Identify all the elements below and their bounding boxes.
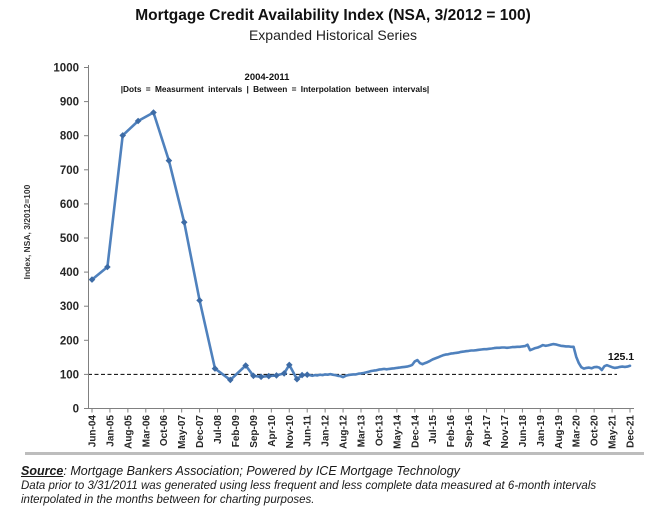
x-tick-label: Dec-07 (195, 415, 206, 448)
x-tick-label: Oct-06 (159, 415, 170, 447)
x-tick-label: Jan-12 (321, 415, 332, 447)
x-tick-label: Mar-06 (141, 415, 152, 448)
measurement-dot (88, 276, 96, 283)
y-tick-label: 800 (60, 131, 79, 143)
measurement-dot (104, 263, 111, 271)
measurement-dot (242, 362, 249, 369)
x-tick-label: Nov-17 (500, 415, 511, 449)
x-tick-label: Feb-09 (231, 415, 242, 448)
measurement-dot (273, 372, 280, 379)
footnote: Data prior to 3/31/2011 was generated us… (21, 480, 653, 507)
x-tick-label: Jul-15 (428, 415, 439, 444)
y-tick-label: 600 (60, 199, 79, 211)
x-tick-label: May-21 (608, 415, 619, 449)
y-tick-label: 200 (60, 335, 79, 347)
y-tick-label: 300 (60, 301, 79, 313)
annotation-note: |Dots = Measurment intervals | Between =… (121, 84, 430, 94)
x-tick-label: Jul-08 (213, 415, 224, 444)
x-tick-label: Jun-04 (88, 415, 99, 448)
measurement-dot (119, 132, 126, 139)
x-tick-label: May-14 (392, 415, 403, 449)
chart-title: Mortgage Credit Availability Index (NSA,… (135, 7, 531, 24)
x-tick-label: Nov-10 (285, 415, 296, 449)
x-tick-label: Mar-13 (357, 415, 368, 448)
measurement-dot (180, 219, 188, 226)
footnote-line-2: interpolated in the months between for c… (21, 493, 315, 506)
mcai-series-line (90, 111, 632, 382)
measurement-dot (280, 370, 288, 377)
y-tick-label: 0 (73, 404, 79, 416)
measurement-dot (211, 365, 219, 372)
x-tick-label: Aug-19 (554, 415, 565, 449)
chart-subtitle: Expanded Historical Series (248, 27, 418, 43)
x-tick-label: Oct-13 (374, 415, 385, 447)
x-tick-label: Mar-20 (572, 415, 583, 448)
x-tick-label: Jan-19 (536, 415, 547, 447)
x-tick-label: Sep-09 (249, 415, 260, 448)
measurement-dot (265, 372, 273, 380)
source-block: Source: Mortgage Bankers Association; Po… (21, 463, 653, 507)
y-tick-label: 400 (60, 267, 79, 279)
x-tick-label: Oct-20 (590, 415, 601, 447)
source-text: : Mortgage Bankers Association; Powered … (63, 464, 460, 478)
x-tick-label: Aug-05 (123, 415, 134, 449)
y-tick-label: 700 (60, 165, 79, 177)
x-tick-label: Aug-12 (339, 415, 350, 449)
chart-bottom-border (25, 452, 644, 455)
measurement-dot (298, 371, 306, 379)
last-value-label: 125.1 (608, 351, 634, 363)
y-tick-label: 100 (60, 369, 79, 381)
x-tick-label: Dec-21 (626, 415, 637, 448)
measurement-dot (250, 372, 257, 380)
x-tick-label: Jan-05 (105, 415, 116, 447)
source-label: Source (21, 464, 64, 478)
x-tick-label: May-07 (177, 415, 188, 449)
measurement-dot (227, 376, 234, 384)
measurement-dot (134, 117, 142, 125)
measurement-dot (286, 361, 293, 369)
measurement-dot (303, 371, 311, 378)
measurement-dot (150, 109, 157, 116)
x-tick-label: Apr-10 (267, 415, 278, 447)
x-tick-label: Dec-14 (410, 415, 421, 448)
y-tick-label: 500 (60, 233, 79, 245)
footnote-line-1: Data prior to 3/31/2011 was generated us… (21, 480, 597, 492)
x-tick-label: Apr-17 (482, 415, 493, 447)
x-tick-label: Jun-11 (303, 415, 314, 447)
mcai-line-chart: 0 100 200 300 400 500 600 700 800 900 1000 Jun-04 Ja… (22, 63, 637, 449)
y-tick-label: 1000 (53, 63, 79, 75)
x-tick-label: Sep-16 (464, 415, 475, 448)
measurement-dot (257, 373, 265, 381)
measurement-dot (196, 297, 203, 304)
y-tick-label: 900 (60, 97, 79, 109)
measurement-dot (293, 375, 301, 383)
annotation-period: 2004-2011 (245, 72, 291, 83)
x-tick-label: Feb-16 (446, 415, 457, 448)
y-axis-title: Index, NSA, 3/2012=100 (22, 184, 32, 279)
source-line: Source: Mortgage Bankers Association; Po… (21, 463, 653, 479)
x-tick-label: Jun-18 (518, 415, 529, 448)
measurement-dot (165, 157, 173, 164)
